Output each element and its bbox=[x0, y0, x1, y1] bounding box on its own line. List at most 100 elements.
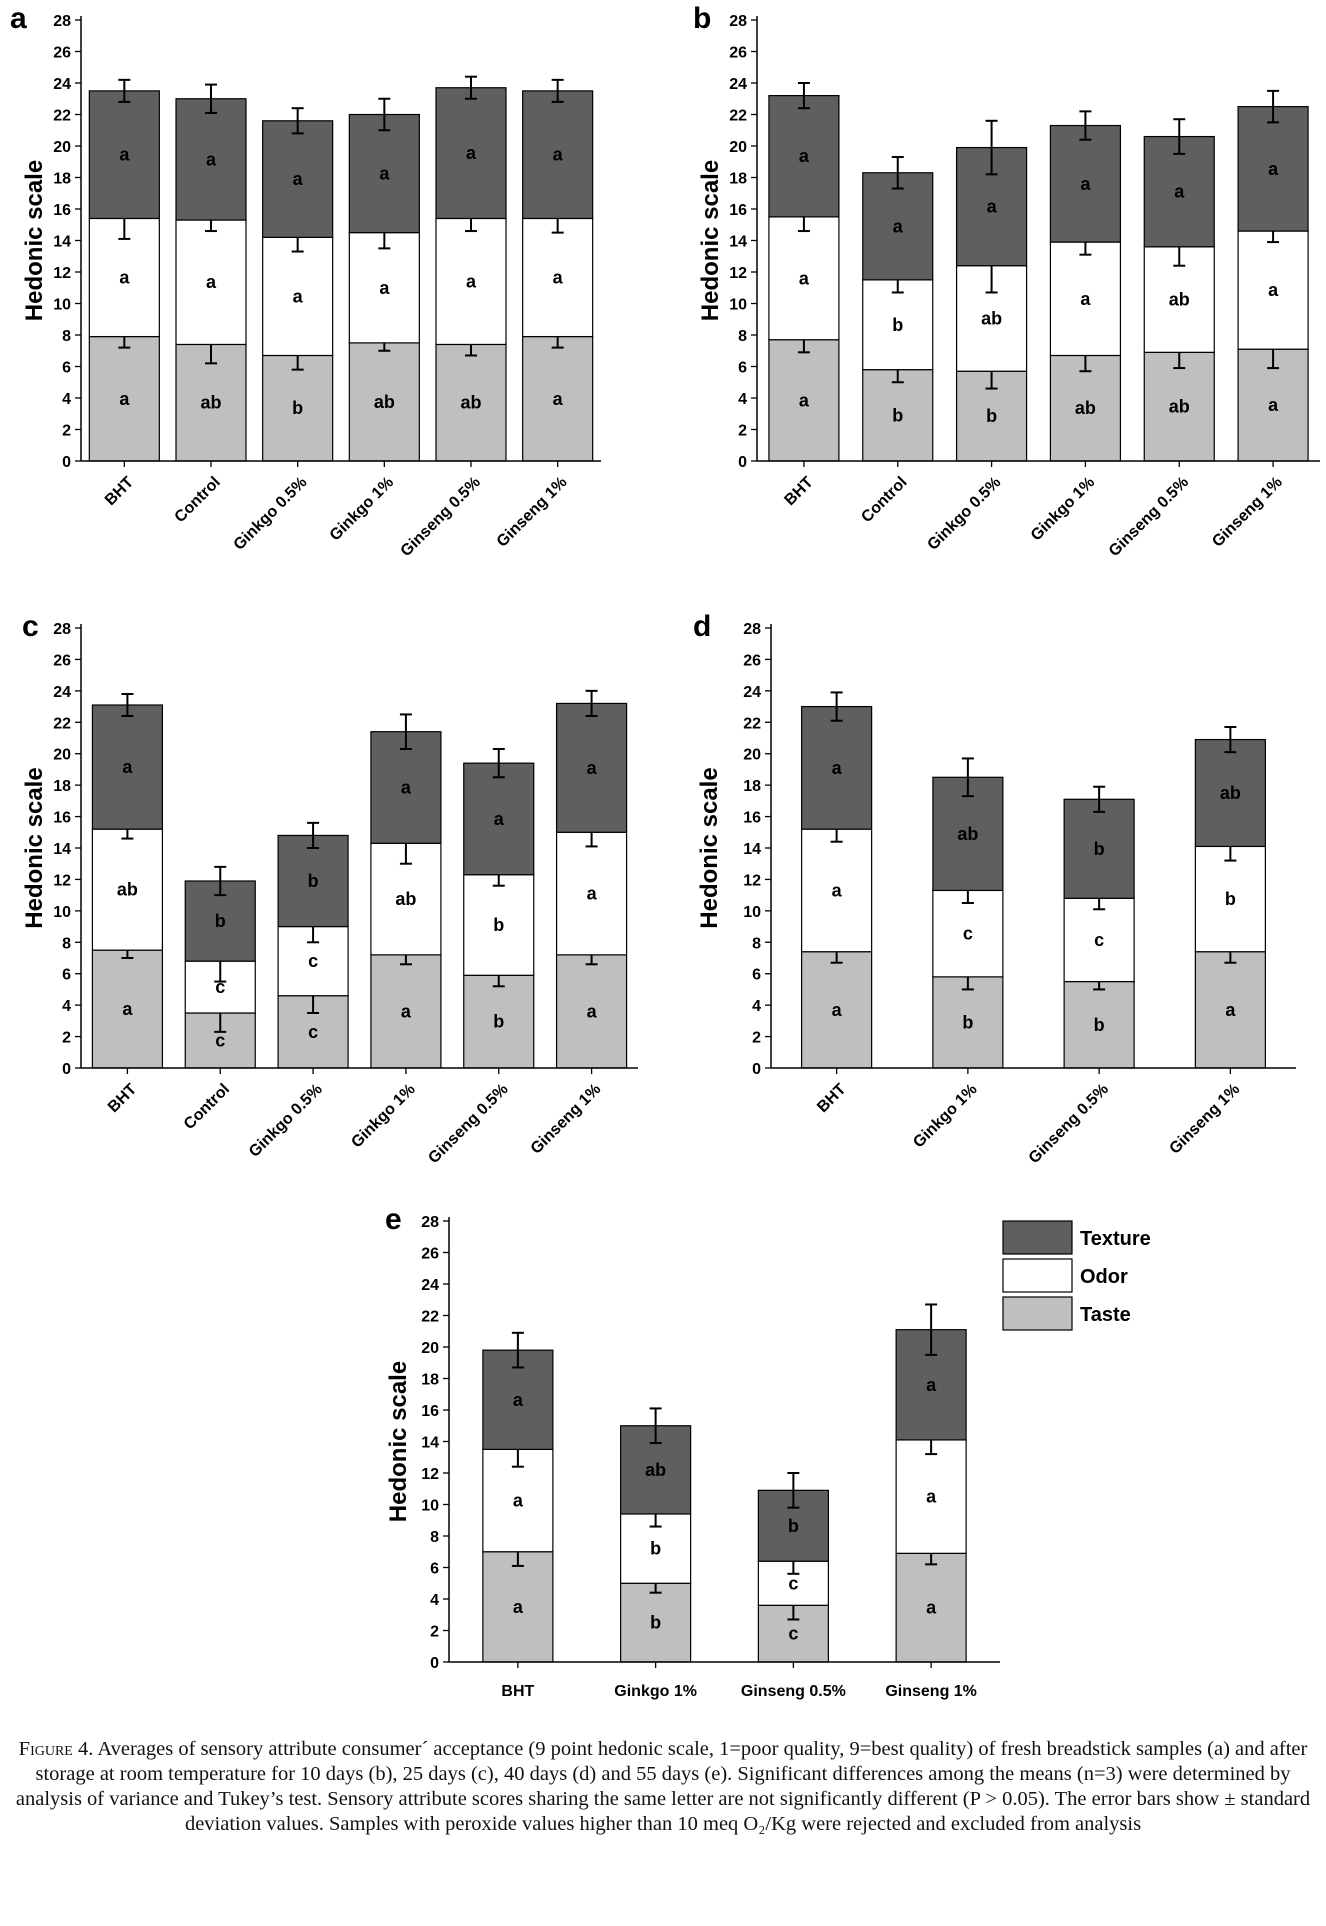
panel-label: b bbox=[693, 2, 711, 35]
bar-texture-ginseng-0-5 bbox=[1063, 798, 1135, 899]
bar-odor-ginkgo-1 bbox=[348, 232, 420, 344]
x-tick-label: BHT bbox=[781, 474, 816, 509]
x-tick-label: BHT bbox=[102, 474, 137, 509]
x-tick-label: Ginkgo 1% bbox=[1028, 474, 1098, 544]
bar-texture-ginseng-1 bbox=[555, 702, 628, 833]
error-bar-texture-control bbox=[205, 83, 217, 114]
bar-texture-ginseng-0-5 bbox=[1143, 135, 1215, 248]
y-tick-label: 4 bbox=[62, 998, 71, 1015]
legend-label-texture: Texture bbox=[1080, 1228, 1151, 1250]
significance-letter: a bbox=[1080, 174, 1091, 194]
bar-odor-ginseng-1 bbox=[555, 831, 628, 956]
error-bar-texture-ginkgo-0-5 bbox=[985, 119, 998, 176]
error-bar-texture-bht bbox=[797, 82, 810, 110]
x-tick-label: Ginkgo 0.5% bbox=[231, 474, 311, 554]
significance-letter: c bbox=[215, 977, 225, 997]
significance-letter: ab bbox=[981, 308, 1002, 328]
y-tick-label: 10 bbox=[421, 1498, 439, 1515]
y-tick-label: 6 bbox=[738, 360, 747, 377]
bar-taste-control bbox=[862, 369, 934, 462]
bar-odor-ginseng-0-5 bbox=[463, 874, 535, 976]
bar-odor-bht bbox=[768, 216, 840, 341]
y-tick-label: 14 bbox=[729, 234, 747, 251]
y-tick-label: 28 bbox=[53, 13, 71, 30]
y-tick-label: 14 bbox=[53, 841, 71, 858]
y-tick-label: 12 bbox=[53, 872, 71, 889]
bar-texture-bht bbox=[768, 94, 840, 218]
significance-letter: a bbox=[1080, 289, 1091, 309]
y-tick-label: 26 bbox=[729, 45, 747, 62]
error-bar-texture-bht bbox=[118, 78, 131, 103]
error-bar-texture-ginseng-0-5 bbox=[492, 748, 505, 779]
x-tick-label: BHT bbox=[814, 1081, 849, 1116]
significance-letter: a bbox=[587, 884, 598, 904]
bar-taste-ginkgo-0-5 bbox=[955, 370, 1028, 462]
significance-letter: a bbox=[379, 278, 390, 298]
y-axis-label: Hedonic scale bbox=[385, 1361, 412, 1522]
y-tick-label: 4 bbox=[752, 998, 761, 1015]
bar-taste-bht bbox=[91, 949, 164, 1069]
y-tick-label: 18 bbox=[421, 1372, 439, 1389]
significance-letter: a bbox=[893, 216, 904, 236]
error-bar-texture-ginkgo-0-5 bbox=[307, 821, 320, 849]
y-tick-label: 12 bbox=[53, 265, 71, 282]
significance-letter: c bbox=[788, 1573, 798, 1593]
error-bar-texture-ginkgo-1 bbox=[649, 1407, 662, 1445]
y-axis-label: Hedonic scale bbox=[697, 160, 724, 321]
bar-texture-control bbox=[175, 98, 247, 221]
bar-odor-bht bbox=[801, 828, 873, 953]
x-tick-label: Ginseng 0.5% bbox=[398, 474, 484, 560]
significance-letter: b bbox=[308, 871, 319, 891]
x-tick-label: Ginkgo 0.5% bbox=[924, 474, 1004, 554]
y-tick-label: 2 bbox=[62, 423, 71, 440]
y-tick-label: 0 bbox=[738, 454, 747, 471]
y-tick-label: 10 bbox=[743, 904, 761, 921]
significance-letter: b bbox=[892, 315, 903, 335]
y-tick-label: 26 bbox=[743, 652, 761, 669]
bar-taste-ginkgo-1 bbox=[370, 954, 442, 1069]
x-tick-label: Ginseng 1% bbox=[1209, 474, 1286, 551]
y-tick-label: 4 bbox=[62, 391, 71, 408]
bar-odor-ginseng-1 bbox=[1237, 230, 1309, 350]
significance-letter: b bbox=[1094, 839, 1105, 859]
significance-letter: a bbox=[513, 1390, 524, 1410]
significance-letter: a bbox=[832, 880, 843, 900]
x-tick-label: Control bbox=[181, 1081, 233, 1133]
y-tick-label: 18 bbox=[53, 171, 71, 188]
significance-letter: a bbox=[293, 169, 304, 189]
y-tick-label: 24 bbox=[421, 1277, 439, 1294]
error-bar-texture-bht bbox=[511, 1331, 524, 1369]
significance-letter: a bbox=[119, 389, 130, 409]
bar-texture-ginseng-1 bbox=[1194, 738, 1266, 848]
error-bar-texture-ginseng-0-5 bbox=[787, 1472, 800, 1509]
y-tick-label: 14 bbox=[421, 1435, 439, 1452]
bar-odor-ginseng-0-5 bbox=[435, 217, 507, 346]
significance-letter: a bbox=[122, 757, 133, 777]
bar-texture-ginseng-1 bbox=[1237, 106, 1309, 232]
significance-letter: a bbox=[1268, 159, 1279, 179]
significance-letter: a bbox=[401, 778, 412, 798]
significance-letter: b bbox=[650, 1613, 661, 1633]
y-tick-label: 6 bbox=[752, 967, 761, 984]
significance-letter: a bbox=[1225, 1000, 1236, 1020]
significance-letter: a bbox=[206, 149, 217, 169]
significance-letter: c bbox=[215, 1031, 225, 1051]
y-tick-label: 16 bbox=[743, 810, 761, 827]
error-bar-texture-ginseng-0-5 bbox=[1093, 785, 1106, 813]
y-tick-label: 12 bbox=[729, 265, 747, 282]
bar-texture-control bbox=[862, 172, 934, 281]
y-tick-label: 2 bbox=[752, 1030, 761, 1047]
significance-letter: ab bbox=[1169, 397, 1190, 417]
significance-letter: a bbox=[832, 1000, 843, 1020]
bar-texture-ginseng-1 bbox=[522, 90, 594, 220]
x-tick-label: Ginseng 0.5% bbox=[425, 1081, 511, 1167]
legend-swatch-taste bbox=[1002, 1296, 1073, 1331]
y-tick-label: 2 bbox=[738, 423, 747, 440]
legend: Texture Odor Taste bbox=[1002, 1220, 1151, 1331]
x-tick-label: Ginseng 1% bbox=[885, 1683, 977, 1700]
significance-letter: ab bbox=[1220, 783, 1241, 803]
y-tick-label: 6 bbox=[62, 967, 71, 984]
error-bar-texture-ginseng-1 bbox=[1224, 726, 1237, 754]
y-tick-label: 12 bbox=[743, 872, 761, 889]
significance-letter: a bbox=[379, 164, 390, 184]
